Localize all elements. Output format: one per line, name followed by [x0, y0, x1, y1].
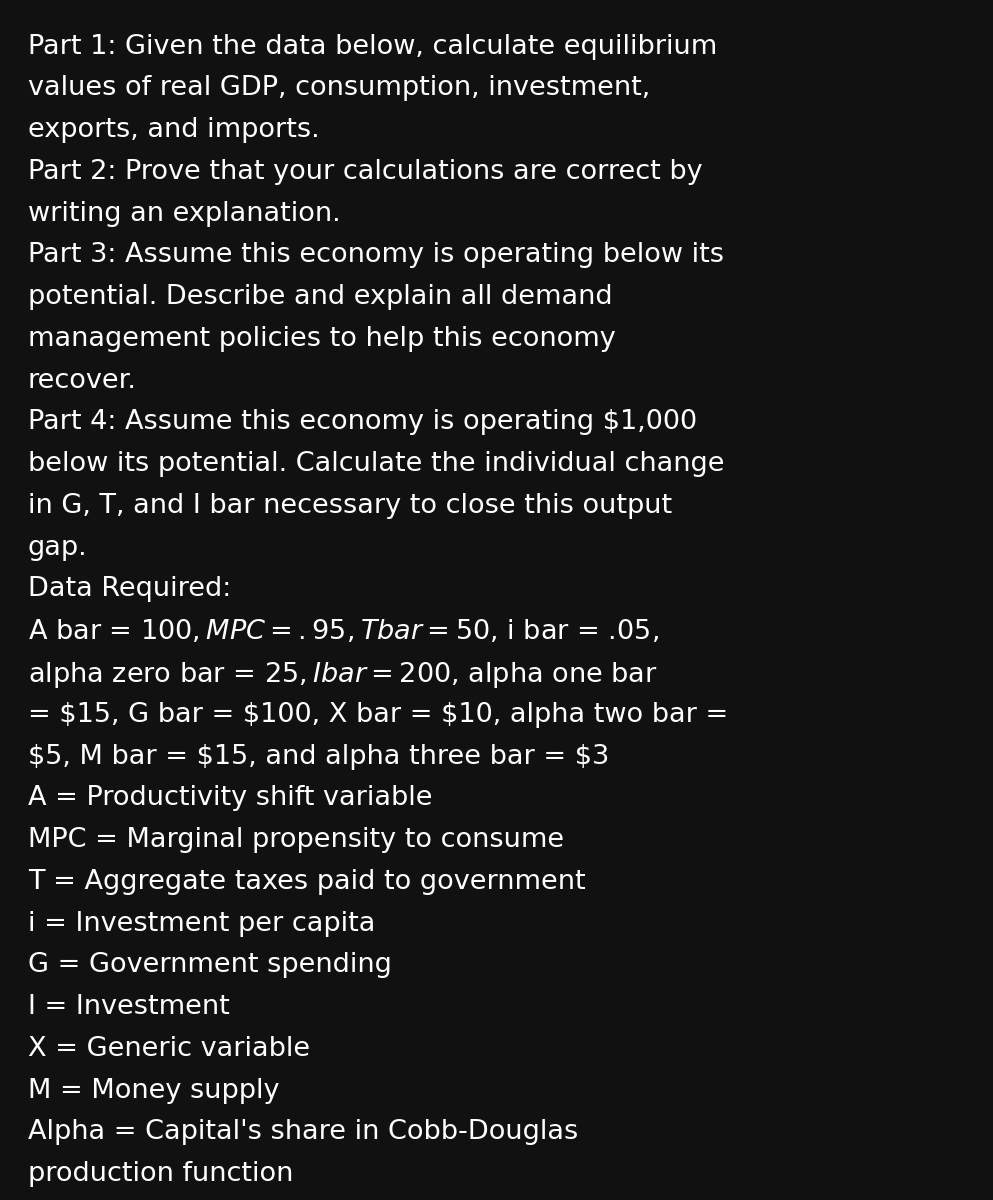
Text: $5, M bar = $15, and alpha three bar = $3: $5, M bar = $15, and alpha three bar = $… [28, 744, 609, 769]
Text: X = Generic variable: X = Generic variable [28, 1036, 310, 1062]
Text: Part 2: Prove that your calculations are correct by: Part 2: Prove that your calculations are… [28, 158, 702, 185]
Text: MPC = Marginal propensity to consume: MPC = Marginal propensity to consume [28, 827, 564, 853]
Text: G = Government spending: G = Government spending [28, 953, 391, 978]
Text: Part 4: Assume this economy is operating $1,000: Part 4: Assume this economy is operating… [28, 409, 697, 436]
Text: i = Investment per capita: i = Investment per capita [28, 911, 375, 936]
Text: Part 3: Assume this economy is operating below its: Part 3: Assume this economy is operating… [28, 242, 724, 269]
Text: management policies to help this economy: management policies to help this economy [28, 326, 616, 352]
Text: alpha zero bar = $25, I bar = $200, alpha one bar: alpha zero bar = $25, I bar = $200, alph… [28, 660, 657, 690]
Text: recover.: recover. [28, 367, 137, 394]
Text: gap.: gap. [28, 535, 87, 560]
Text: = $15, G bar = $100, X bar = $10, alpha two bar =: = $15, G bar = $100, X bar = $10, alpha … [28, 702, 728, 727]
Text: production function: production function [28, 1162, 293, 1187]
Text: I = Investment: I = Investment [28, 994, 229, 1020]
Text: writing an explanation.: writing an explanation. [28, 200, 341, 227]
Text: Alpha = Capital's share in Cobb-Douglas: Alpha = Capital's share in Cobb-Douglas [28, 1120, 578, 1145]
Text: potential. Describe and explain all demand: potential. Describe and explain all dema… [28, 284, 613, 310]
Text: M = Money supply: M = Money supply [28, 1078, 279, 1104]
Text: exports, and imports.: exports, and imports. [28, 118, 320, 143]
Text: T = Aggregate taxes paid to government: T = Aggregate taxes paid to government [28, 869, 586, 895]
Text: A = Productivity shift variable: A = Productivity shift variable [28, 785, 432, 811]
Text: in G, T, and I bar necessary to close this output: in G, T, and I bar necessary to close th… [28, 493, 672, 518]
Text: A bar = $100, MPC = .95, T bar = $50, i bar = .05,: A bar = $100, MPC = .95, T bar = $50, i … [28, 618, 658, 646]
Text: Part 1: Given the data below, calculate equilibrium: Part 1: Given the data below, calculate … [28, 34, 717, 60]
Text: below its potential. Calculate the individual change: below its potential. Calculate the indiv… [28, 451, 724, 478]
Text: Data Required:: Data Required: [28, 576, 231, 602]
Text: values of real GDP, consumption, investment,: values of real GDP, consumption, investm… [28, 76, 650, 101]
